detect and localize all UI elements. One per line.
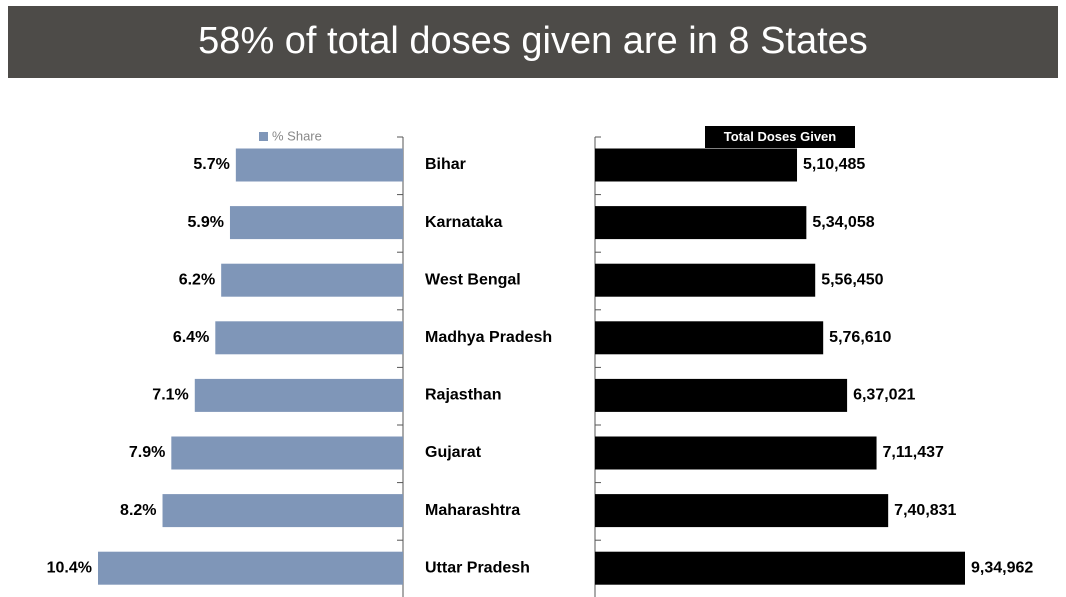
value-label: 6.2% bbox=[179, 271, 215, 288]
category-label: West Bengal bbox=[425, 271, 521, 288]
legend-label: % Share bbox=[272, 128, 322, 143]
legend-swatch bbox=[259, 132, 268, 141]
bar bbox=[595, 378, 848, 412]
bar bbox=[595, 551, 965, 585]
value-label: 10.4% bbox=[47, 559, 92, 576]
bar bbox=[235, 148, 403, 182]
bar bbox=[98, 551, 403, 585]
category-label: Madhya Pradesh bbox=[425, 329, 552, 346]
bar bbox=[221, 263, 403, 297]
bar bbox=[595, 263, 816, 297]
value-label: 7.9% bbox=[129, 444, 165, 461]
bar bbox=[595, 321, 824, 355]
chart-title: 58% of total doses given are in 8 States bbox=[198, 20, 868, 62]
value-label: 7.1% bbox=[152, 387, 188, 404]
legend-box bbox=[705, 126, 855, 148]
category-label: Gujarat bbox=[425, 444, 482, 461]
value-label: 5,56,450 bbox=[821, 271, 883, 288]
bar bbox=[162, 494, 403, 528]
value-label: 9,34,962 bbox=[971, 559, 1033, 576]
category-label: Maharashtra bbox=[425, 502, 520, 519]
title-banner bbox=[8, 6, 1058, 78]
value-label: 5,76,610 bbox=[829, 329, 891, 346]
bar bbox=[215, 321, 403, 355]
value-label: 6,37,021 bbox=[853, 387, 915, 404]
bar bbox=[229, 206, 403, 240]
value-label: 5,34,058 bbox=[812, 214, 874, 231]
legend-label: Total Doses Given bbox=[724, 129, 837, 144]
category-label: Rajasthan bbox=[425, 387, 501, 404]
bar bbox=[595, 436, 877, 470]
value-label: 7,11,437 bbox=[883, 444, 945, 461]
bar bbox=[595, 148, 798, 182]
bar bbox=[194, 378, 403, 412]
value-label: 7,40,831 bbox=[894, 502, 956, 519]
bar bbox=[595, 494, 889, 528]
bar bbox=[595, 206, 807, 240]
value-label: 5.9% bbox=[188, 214, 224, 231]
value-label: 5,10,485 bbox=[803, 156, 865, 173]
bar bbox=[171, 436, 403, 470]
value-label: 5.7% bbox=[193, 156, 229, 173]
category-label: Bihar bbox=[425, 156, 466, 173]
category-label: Uttar Pradesh bbox=[425, 559, 530, 576]
category-label: Karnataka bbox=[425, 214, 502, 231]
value-label: 6.4% bbox=[173, 329, 209, 346]
value-label: 8.2% bbox=[120, 502, 156, 519]
